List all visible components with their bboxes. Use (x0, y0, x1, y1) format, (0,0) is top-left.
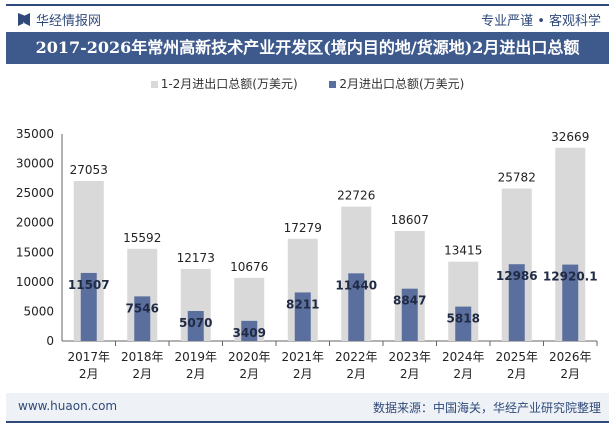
legend-swatch-series2 (329, 81, 337, 88)
bar-series2 (134, 296, 151, 341)
footer: www.huaon.com 数据来源：中国海关，华经产业研究院整理 (6, 393, 609, 421)
data-label-series1: 17279 (284, 221, 322, 235)
bottom-rule (6, 421, 609, 423)
data-label-series2: 12920.1 (543, 270, 598, 284)
data-label-series1: 12173 (177, 251, 215, 265)
data-label-series1: 10676 (230, 260, 268, 274)
y-tick-label: 0 (46, 334, 54, 348)
data-label-series1: 25782 (498, 171, 536, 185)
legend-label-series1: 1-2月进出口总额(万美元) (160, 77, 298, 91)
y-tick-label: 15000 (16, 245, 54, 259)
bar-series2 (562, 264, 579, 341)
legend-swatch-series1 (150, 81, 158, 88)
data-label-series2: 8211 (286, 297, 319, 311)
x-tick-label-year: 2019年 (174, 350, 217, 364)
x-tick-label-month: 2月 (186, 367, 206, 381)
bar-series2 (80, 272, 97, 341)
data-label-series2: 5070 (179, 316, 212, 330)
bar-series2 (187, 311, 204, 341)
x-tick-label-year: 2023年 (388, 350, 431, 364)
data-label-series2: 3409 (233, 326, 266, 340)
website-link[interactable]: www.huaon.com (18, 399, 118, 413)
bar-series2 (401, 288, 418, 341)
data-label-series2: 11507 (68, 278, 110, 292)
bar-chart: 0 5000 10000 15000 20000 25000 30000 35000 27053… (16, 127, 598, 381)
data-label-series1: 27053 (70, 163, 108, 177)
bar-series2 (241, 320, 258, 341)
x-tick-label-year: 2017年 (67, 350, 110, 364)
bar-series2 (508, 264, 525, 341)
x-tick-label-year: 2026年 (549, 350, 592, 364)
x-tick-label-year: 2024年 (442, 350, 485, 364)
brand: 华经情报网 (18, 10, 101, 29)
y-tick-label: 35000 (16, 127, 54, 141)
data-label-series2: 12986 (496, 269, 538, 283)
data-source: 数据来源：中国海关，华经产业研究院整理 (372, 401, 601, 415)
chart-title: 2017-2026年常州高新技术产业开发区(境内目的地/货源地)2月进出口总额 (6, 32, 609, 64)
x-tick-label-month: 2月 (560, 367, 580, 381)
bar-series2 (455, 306, 472, 341)
x-tick-label-month: 2月 (346, 367, 366, 381)
brand-name: 华经情报网 (36, 14, 102, 29)
top-rule (6, 4, 609, 6)
data-label-series2: 7546 (126, 301, 159, 315)
bar-series2 (348, 273, 365, 341)
legend: 1-2月进出口总额(万美元) 2月进出口总额(万美元) (0, 75, 615, 92)
data-label-series2: 5818 (447, 312, 480, 326)
x-tick-label-month: 2月 (79, 367, 99, 381)
x-tick-label-year: 2021年 (281, 350, 324, 364)
data-label-series1: 22726 (337, 189, 375, 203)
y-tick-label: 10000 (16, 275, 54, 289)
x-tick-label-year: 2018年 (121, 350, 164, 364)
x-tick-label-year: 2022年 (335, 350, 378, 364)
x-tick-label-month: 2月 (453, 367, 473, 381)
logo-icon (18, 13, 30, 26)
data-label-series2: 11440 (335, 278, 377, 292)
x-tick-label-month: 2月 (400, 367, 420, 381)
data-label-series1: 18607 (391, 213, 429, 227)
data-label-series1: 13415 (444, 244, 482, 258)
data-label-series1: 32669 (551, 130, 589, 144)
slogan: 专业严谨 • 客观科学 (481, 14, 601, 29)
x-tick-label-month: 2月 (507, 367, 527, 381)
x-tick-label-year: 2025年 (495, 350, 538, 364)
data-label-series2: 8847 (393, 294, 426, 308)
data-label-series1: 15592 (123, 231, 161, 245)
legend-label-series2: 2月进出口总额(万美元) (339, 77, 465, 91)
y-tick-label: 25000 (16, 186, 54, 200)
bar-series2 (294, 292, 311, 341)
x-tick-label-month: 2月 (132, 367, 152, 381)
x-tick-label-month: 2月 (293, 367, 313, 381)
y-tick-label: 5000 (23, 304, 54, 318)
x-tick-label-year: 2020年 (228, 350, 271, 364)
y-tick-label: 30000 (16, 157, 54, 171)
x-tick-label-month: 2月 (239, 367, 259, 381)
y-tick-label: 20000 (16, 216, 54, 230)
